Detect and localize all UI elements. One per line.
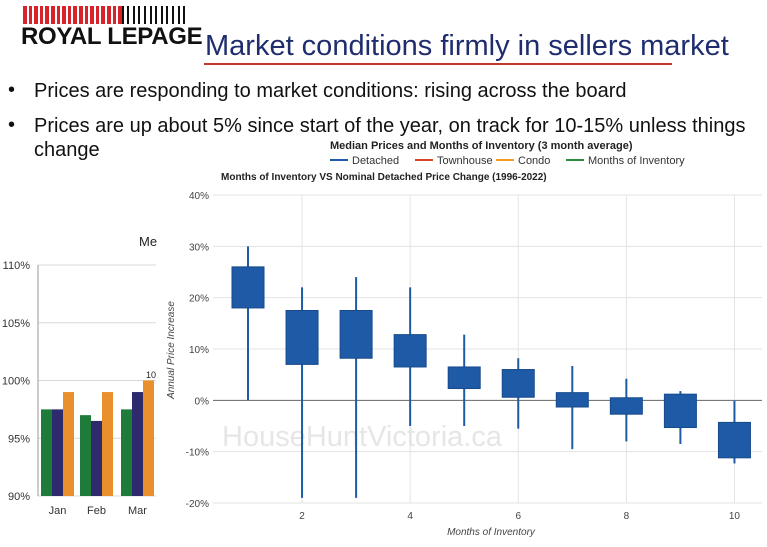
y-tick-label: 40% (189, 191, 209, 202)
box-chart-background (157, 137, 767, 547)
logo-text: ROYAL LEPAGE (21, 23, 203, 50)
box (285, 310, 319, 365)
bar (63, 392, 74, 496)
y-tick-label: 0% (195, 396, 210, 407)
legend-entry: Detached (352, 155, 399, 167)
box (231, 266, 265, 309)
box-chart-title: Months of Inventory VS Nominal Detached … (221, 172, 547, 183)
bar (80, 415, 91, 496)
box (609, 397, 643, 415)
x-tick-label: 10 (729, 511, 741, 522)
y-tick-label: 95% (8, 433, 30, 445)
bullet-text: Prices are responding to market conditio… (34, 80, 627, 102)
x-tick-label: Jan (49, 505, 67, 517)
x-tick-label: Mar (128, 505, 147, 517)
y-tick-label: 100% (2, 376, 30, 388)
x-axis-label: Months of Inventory (447, 527, 536, 538)
bar (121, 409, 132, 496)
box (447, 366, 481, 390)
legend-entry: Townhouse (437, 155, 493, 167)
legend: Detached Townhouse Condo Months of Inventor… (330, 155, 685, 167)
bar (52, 409, 63, 496)
bar-chart: 110% 105% 100% 95% 90% Jan Feb Mar Me 10 (0, 234, 157, 536)
y-tick-label: 105% (2, 318, 30, 330)
box (501, 369, 535, 398)
box (663, 393, 697, 429)
bar (91, 420, 102, 496)
bar (132, 392, 143, 496)
box (393, 334, 427, 368)
y-tick-label: 30% (189, 242, 209, 253)
x-tick-label: 4 (407, 511, 413, 522)
bar (102, 392, 113, 496)
legend-entry: Months of Inventory (588, 155, 685, 167)
bar-chart-title: Me (139, 234, 157, 249)
y-axis-label: Annual Price Increase (166, 301, 177, 400)
median-prices-header: Median Prices and Months of Inventory (3… (330, 140, 633, 152)
y-tick-label: 90% (8, 491, 30, 503)
x-tick-label: 6 (515, 511, 521, 522)
y-tick-label: -20% (186, 499, 209, 510)
y-tick-label: -10% (186, 448, 209, 459)
royal-lepage-logo: ROYAL LEPAGE (21, 6, 203, 49)
box-chart: Median Prices and Months of Inventory (3… (157, 137, 767, 547)
y-tick-label: 10% (189, 345, 209, 356)
box (339, 310, 373, 359)
bar (41, 409, 52, 496)
y-tick-label: 110% (3, 260, 31, 272)
title-underline (204, 63, 672, 65)
slide-title: Market conditions firmly in sellers mark… (205, 30, 729, 62)
bullet-marker: • (8, 114, 16, 136)
x-tick-label: Feb (87, 505, 106, 517)
watermark: HouseHuntVictoria.ca (222, 421, 503, 453)
bullet-marker: • (8, 79, 16, 101)
box (717, 421, 751, 459)
legend-entry: Condo (518, 155, 550, 167)
bar (143, 380, 154, 496)
bullet-text: Prices are up about 5% since start of th… (34, 115, 746, 161)
box (555, 392, 589, 408)
y-tick-label: 20% (189, 294, 209, 305)
x-tick-label: 8 (624, 511, 630, 522)
data-label: 10 (146, 370, 156, 380)
x-tick-label: 2 (299, 511, 305, 522)
